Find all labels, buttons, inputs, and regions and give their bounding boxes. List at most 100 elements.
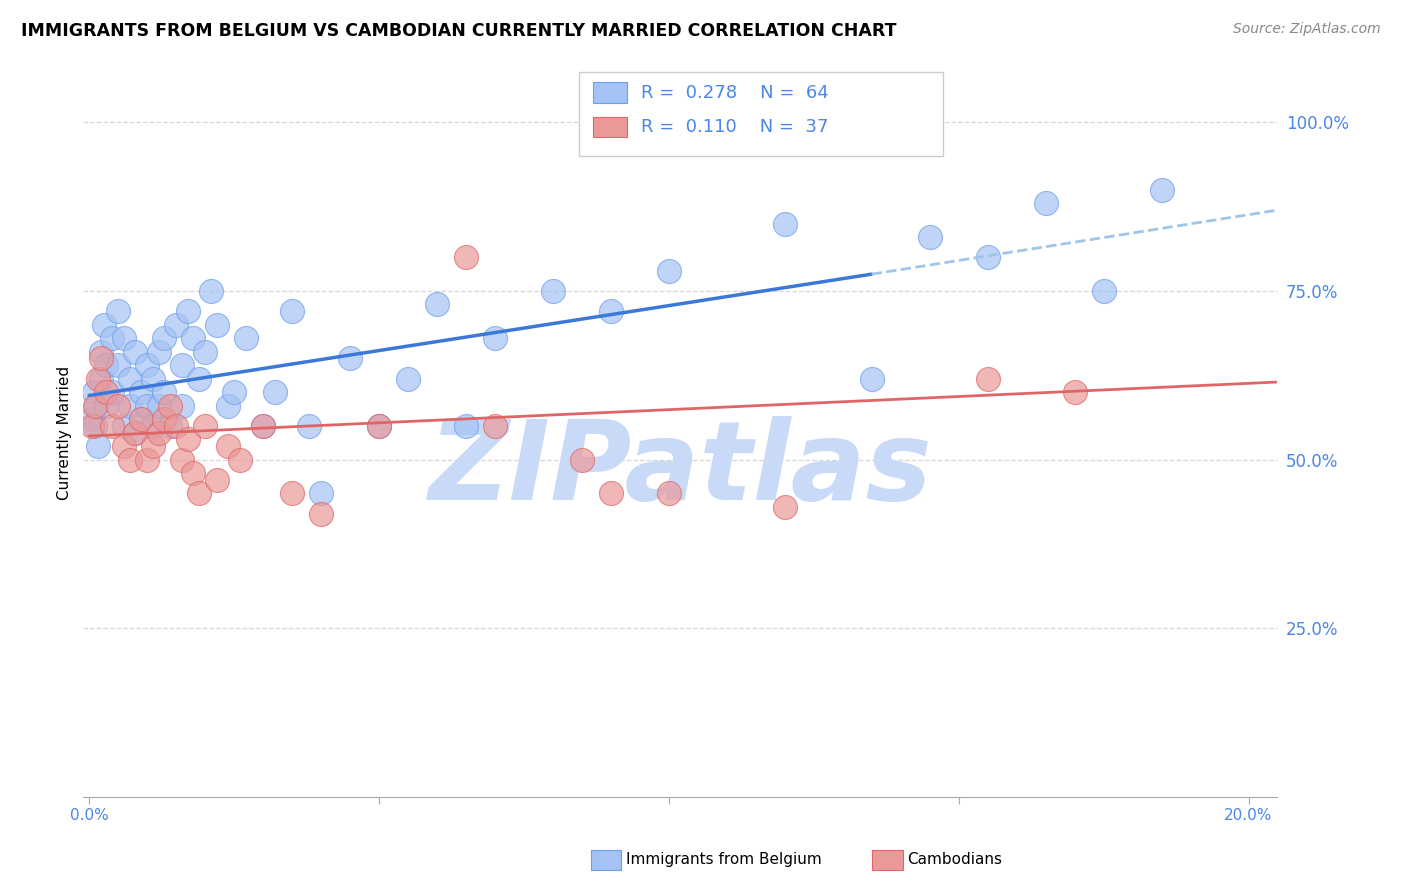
Point (281, 304, 304, 318)
Point (118, 372, 141, 386)
Point (183, 466, 205, 480)
Y-axis label: Currently Married: Currently Married (58, 366, 72, 500)
Point (454, 418, 477, 433)
Point (148, 344, 170, 359)
Point (83, 385, 105, 400)
Point (188, 372, 211, 386)
Point (129, 385, 152, 400)
Point (118, 452, 141, 467)
Point (229, 452, 252, 467)
Point (396, 372, 419, 386)
Point (1092, 284, 1115, 298)
Point (129, 412, 152, 426)
Point (194, 418, 217, 433)
FancyBboxPatch shape (579, 72, 943, 156)
Point (217, 439, 239, 453)
Point (860, 372, 883, 386)
Point (101, 331, 124, 345)
Point (170, 399, 193, 413)
Point (107, 399, 129, 413)
Point (80, 412, 103, 426)
Point (159, 399, 181, 413)
FancyBboxPatch shape (593, 82, 627, 103)
Point (96, 385, 118, 400)
Text: R =  0.110    N =  37: R = 0.110 N = 37 (641, 118, 828, 136)
Point (153, 412, 176, 426)
Point (918, 230, 941, 244)
Point (541, 284, 564, 298)
Point (83, 399, 105, 413)
Point (124, 344, 146, 359)
Point (87, 372, 110, 386)
Point (976, 372, 998, 386)
Point (142, 372, 165, 386)
Point (309, 507, 332, 521)
Point (112, 439, 135, 453)
Text: Immigrants from Belgium: Immigrants from Belgium (626, 853, 821, 867)
Point (281, 486, 304, 500)
Point (118, 399, 141, 413)
Point (368, 418, 391, 433)
Point (200, 284, 222, 298)
Point (183, 331, 205, 345)
Point (153, 385, 176, 400)
Point (136, 452, 159, 467)
Point (205, 318, 228, 332)
Point (298, 418, 321, 433)
Point (176, 433, 198, 447)
Point (142, 418, 165, 433)
Point (136, 399, 159, 413)
Point (112, 331, 135, 345)
Point (368, 418, 391, 433)
Point (252, 418, 274, 433)
Point (339, 351, 361, 366)
Point (159, 418, 181, 433)
Point (148, 399, 170, 413)
Point (599, 304, 621, 318)
Point (90, 351, 112, 366)
Point (124, 425, 146, 440)
Point (87, 439, 110, 453)
Point (165, 418, 187, 433)
Point (148, 425, 170, 440)
Text: Source: ZipAtlas.com: Source: ZipAtlas.com (1233, 22, 1381, 37)
Point (112, 418, 135, 433)
Point (107, 358, 129, 372)
Point (252, 418, 274, 433)
Point (142, 439, 165, 453)
Point (222, 385, 245, 400)
Point (773, 217, 796, 231)
Point (658, 486, 681, 500)
Point (83, 418, 105, 433)
Point (658, 264, 681, 278)
Point (235, 331, 257, 345)
Point (90, 372, 112, 386)
Point (263, 385, 285, 400)
Point (217, 399, 239, 413)
Text: ZIPatlas: ZIPatlas (429, 416, 932, 523)
Point (124, 425, 146, 440)
Point (90, 344, 112, 359)
Point (101, 418, 124, 433)
Point (454, 250, 477, 264)
Point (1063, 385, 1085, 400)
Text: R =  0.278    N =  64: R = 0.278 N = 64 (641, 84, 828, 102)
Point (170, 358, 193, 372)
Point (165, 318, 187, 332)
Point (599, 486, 621, 500)
Point (136, 358, 159, 372)
Point (1035, 196, 1057, 211)
FancyBboxPatch shape (593, 117, 627, 137)
Point (426, 297, 449, 311)
Point (101, 385, 124, 400)
Point (93, 318, 115, 332)
Point (176, 304, 198, 318)
Point (129, 412, 152, 426)
Point (153, 331, 176, 345)
Point (96, 399, 118, 413)
Point (309, 486, 332, 500)
Point (170, 452, 193, 467)
Point (484, 331, 506, 345)
Point (571, 452, 593, 467)
Point (96, 358, 118, 372)
